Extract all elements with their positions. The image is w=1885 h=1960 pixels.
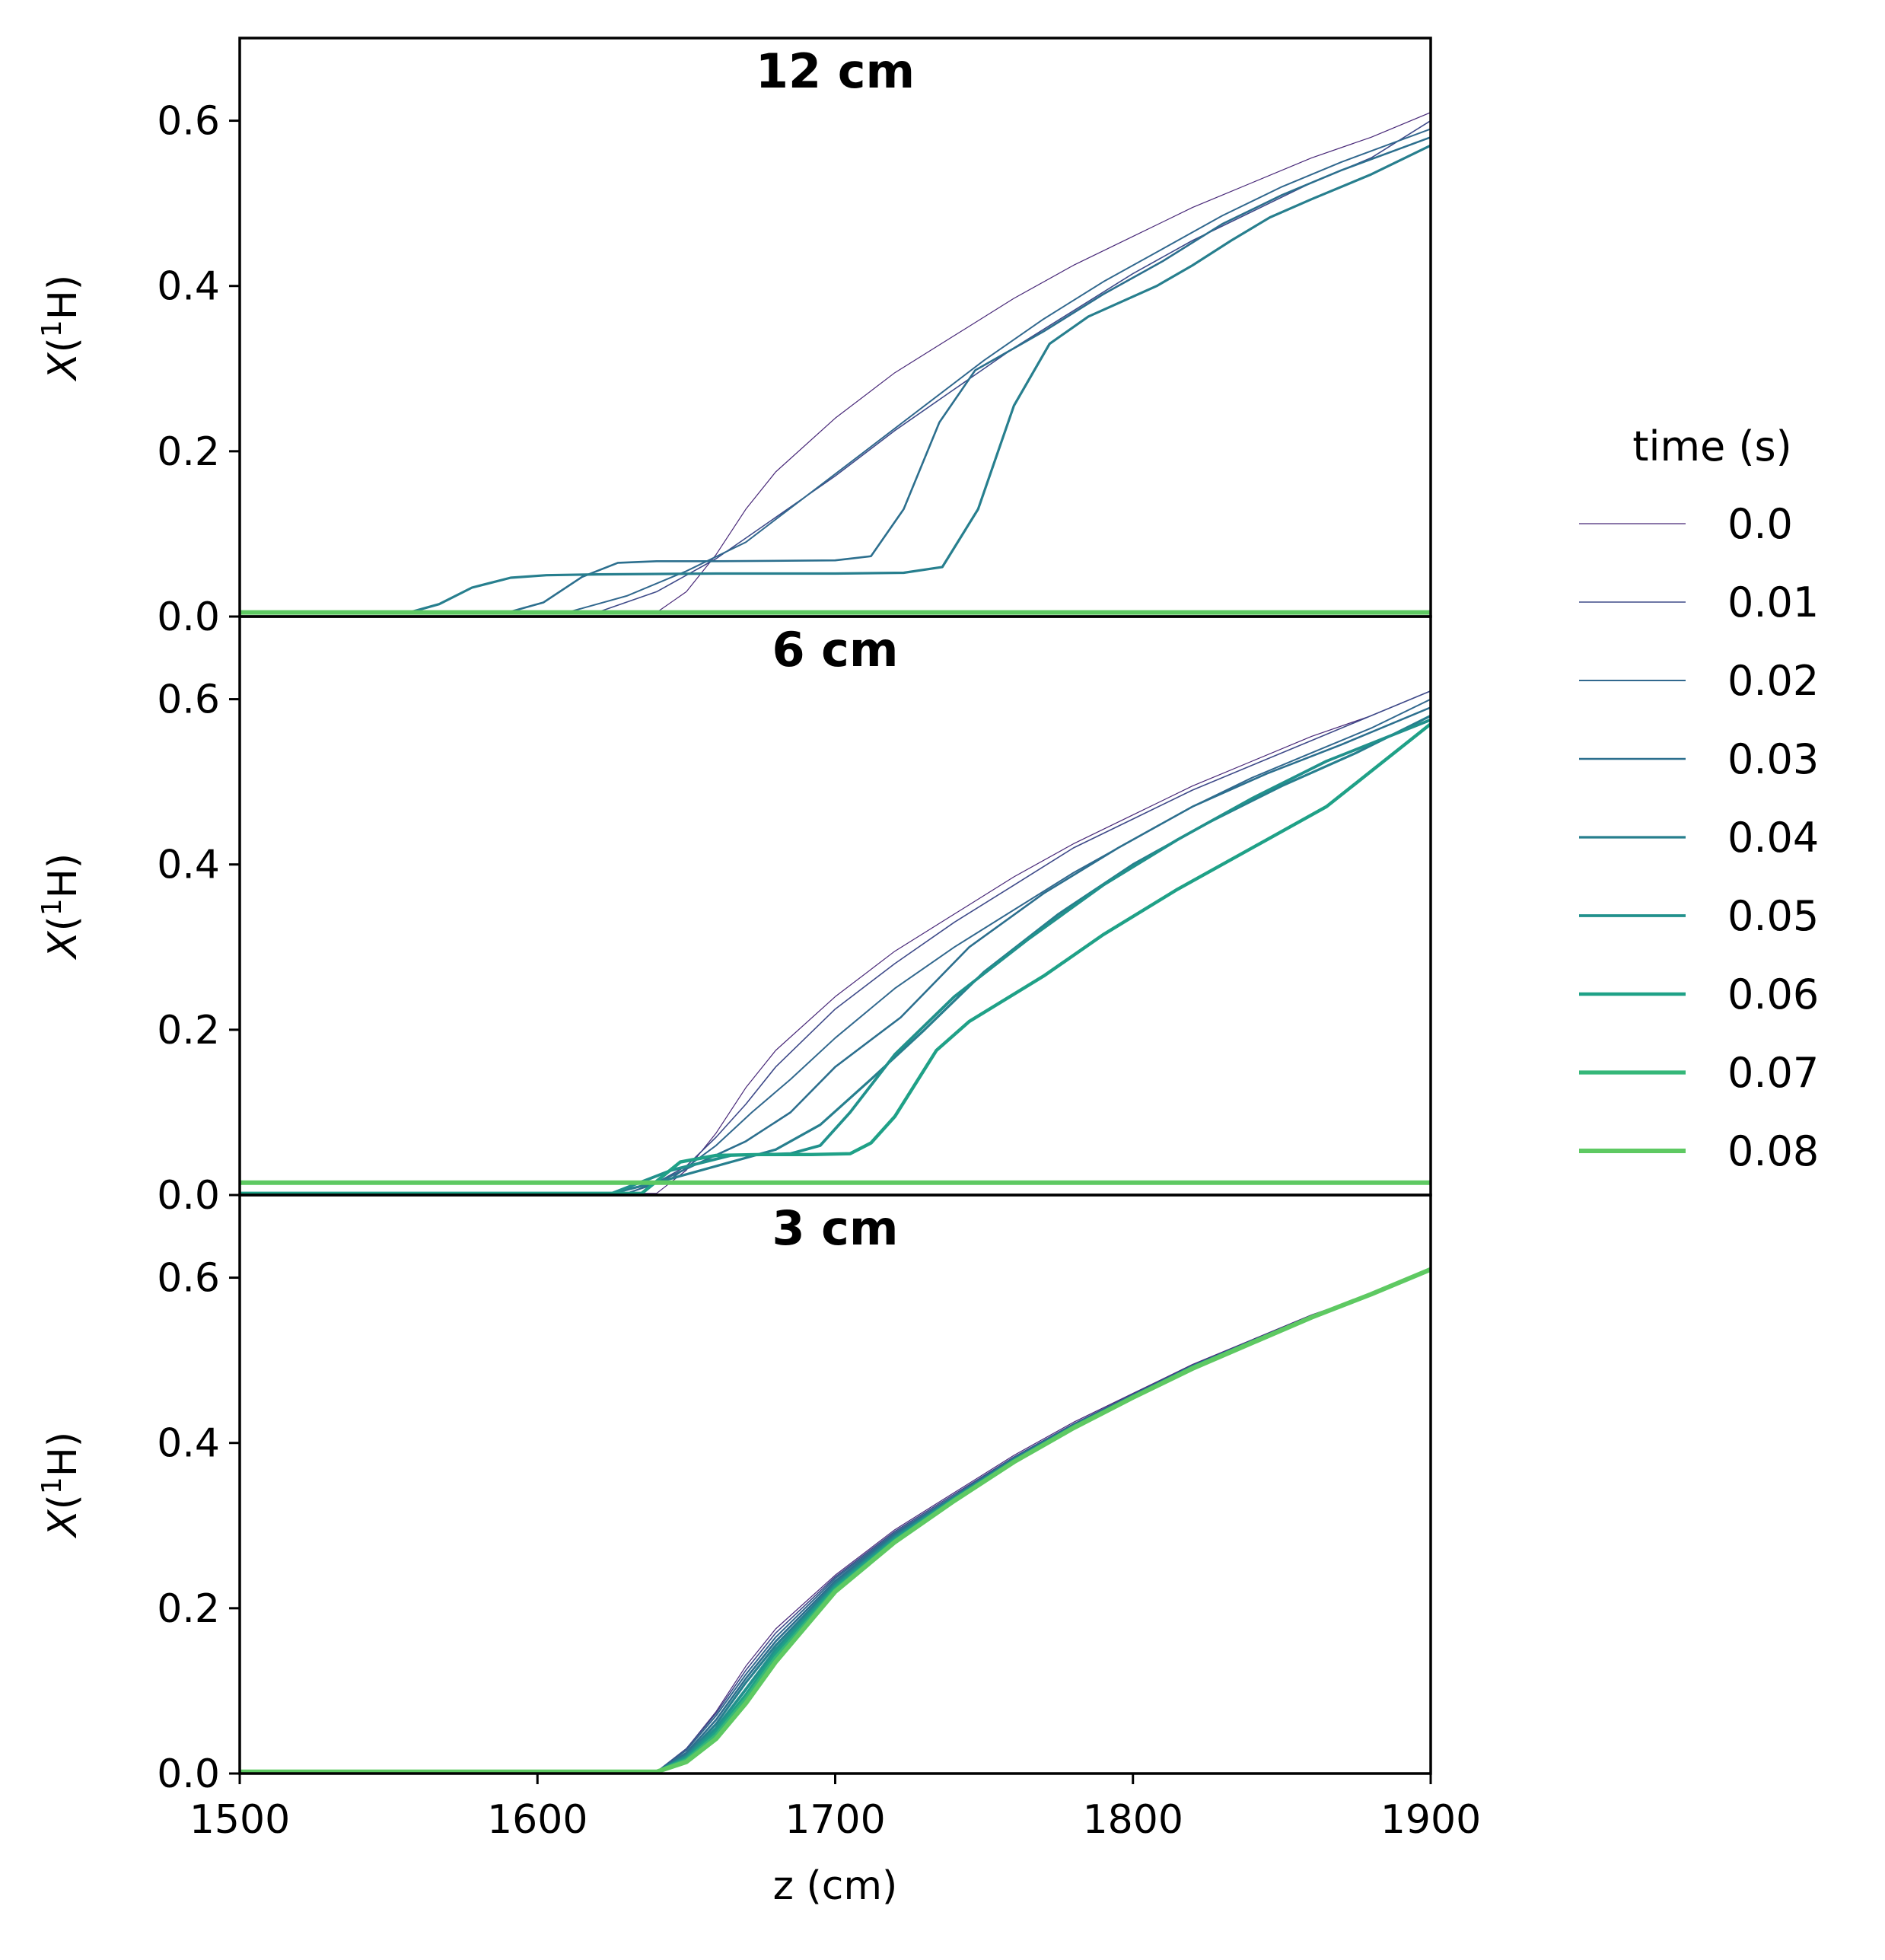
legend-title: time (s) <box>1632 422 1791 470</box>
y-axis-label-open: ( <box>40 1494 86 1509</box>
legend-label: 0.03 <box>1727 735 1819 783</box>
series-line-0_02 <box>240 698 1431 1194</box>
x-tick-label: 1700 <box>785 1797 885 1843</box>
series-group <box>240 690 1431 1195</box>
y-tick-label: 0.6 <box>157 1256 220 1302</box>
y-axis-label: X(1H) <box>37 853 86 961</box>
y-axis-label-rest: H) <box>40 275 86 320</box>
y-tick-label: 0.4 <box>157 264 220 310</box>
x-tick-label: 1800 <box>1083 1797 1183 1843</box>
legend-label: 0.07 <box>1727 1049 1819 1097</box>
y-tick-label: 0.0 <box>157 594 220 640</box>
series-line-0_08 <box>240 1267 1431 1774</box>
series-line-0_06 <box>240 722 1431 1195</box>
legend: time (s) 0.0 0.01 0.02 0.03 0.04 0.05 0.06 0.07 0… <box>1579 422 1819 1175</box>
series-group <box>240 1267 1431 1774</box>
series-line-0_01 <box>240 690 1431 1194</box>
series-line-0_03 <box>240 136 1431 613</box>
series-group <box>240 112 1431 615</box>
panel-1: 0.0 0.2 0.4 0.6 6 cm X(1H) <box>37 615 1432 1219</box>
y-axis-label-sup: 1 <box>37 898 68 916</box>
series-line-0_01 <box>240 120 1431 613</box>
plot-frame <box>238 1194 1432 1775</box>
y-axis-label-var: X <box>40 930 86 961</box>
y-axis-label-rest: H) <box>40 853 86 898</box>
panel-title: 6 cm <box>772 622 898 677</box>
legend-label: 0.01 <box>1727 578 1819 626</box>
legend-label: 0.02 <box>1727 657 1819 705</box>
y-tick-label: 0.0 <box>157 1751 220 1797</box>
series-line-0_0 <box>240 690 1431 1194</box>
panel-title: 3 cm <box>772 1200 898 1256</box>
y-tick-label: 0.2 <box>157 429 220 475</box>
y-tick-label: 0.6 <box>157 99 220 145</box>
legend-label: 0.06 <box>1727 970 1819 1018</box>
plot-frame <box>238 37 1432 618</box>
panel-2: 0.0 0.2 0.4 0.6 3 cm X(1H) <box>37 1194 1432 1797</box>
y-tick-label: 0.2 <box>157 1008 220 1053</box>
y-tick-label: 0.4 <box>157 843 220 888</box>
series-line-0_05 <box>240 718 1431 1195</box>
plot-frame <box>238 615 1432 1197</box>
legend-label: 0.0 <box>1727 500 1793 548</box>
series-line-0_04 <box>240 144 1431 614</box>
x-tick-label: 1900 <box>1380 1797 1481 1843</box>
y-axis-label-sup: 1 <box>37 320 68 337</box>
y-axis-label-var: X <box>40 352 86 382</box>
y-axis-label-open: ( <box>40 916 86 931</box>
y-tick-label: 0.0 <box>157 1173 220 1219</box>
y-tick-label: 0.4 <box>157 1421 220 1467</box>
y-axis-label-sup: 1 <box>37 1477 68 1494</box>
panel-0: 0.0 0.2 0.4 0.6 12 cm X(1H) <box>37 37 1432 640</box>
y-axis-label: X(1H) <box>37 275 86 382</box>
y-axis-label-var: X <box>40 1509 86 1539</box>
y-axis-label-open: ( <box>40 337 86 352</box>
x-axis-label: z (cm) <box>773 1863 898 1909</box>
y-tick-label: 0.2 <box>157 1586 220 1632</box>
series-line-0_03 <box>240 706 1431 1195</box>
y-axis-label: X(1H) <box>37 1432 86 1539</box>
y-axis-label-rest: H) <box>40 1432 86 1477</box>
panel-title: 12 cm <box>756 43 915 99</box>
x-tick-label: 1500 <box>189 1797 290 1843</box>
series-line-0_0 <box>240 112 1431 613</box>
x-axis: 1500 1600 1700 1800 1900 z (cm) <box>189 1774 1481 1909</box>
panels-group: 0.00.20.40.612 cmX(1H)0.00.20.40.66 cmX(… <box>37 37 1432 1797</box>
x-tick-label: 1600 <box>487 1797 587 1843</box>
series-line-0_0 <box>240 1269 1431 1773</box>
series-line-0_02 <box>240 128 1431 613</box>
y-tick-label: 0.6 <box>157 677 220 723</box>
legend-label: 0.08 <box>1727 1127 1819 1175</box>
legend-label: 0.05 <box>1727 892 1819 940</box>
legend-label: 0.04 <box>1727 814 1819 862</box>
series-line-0_04 <box>240 714 1431 1195</box>
